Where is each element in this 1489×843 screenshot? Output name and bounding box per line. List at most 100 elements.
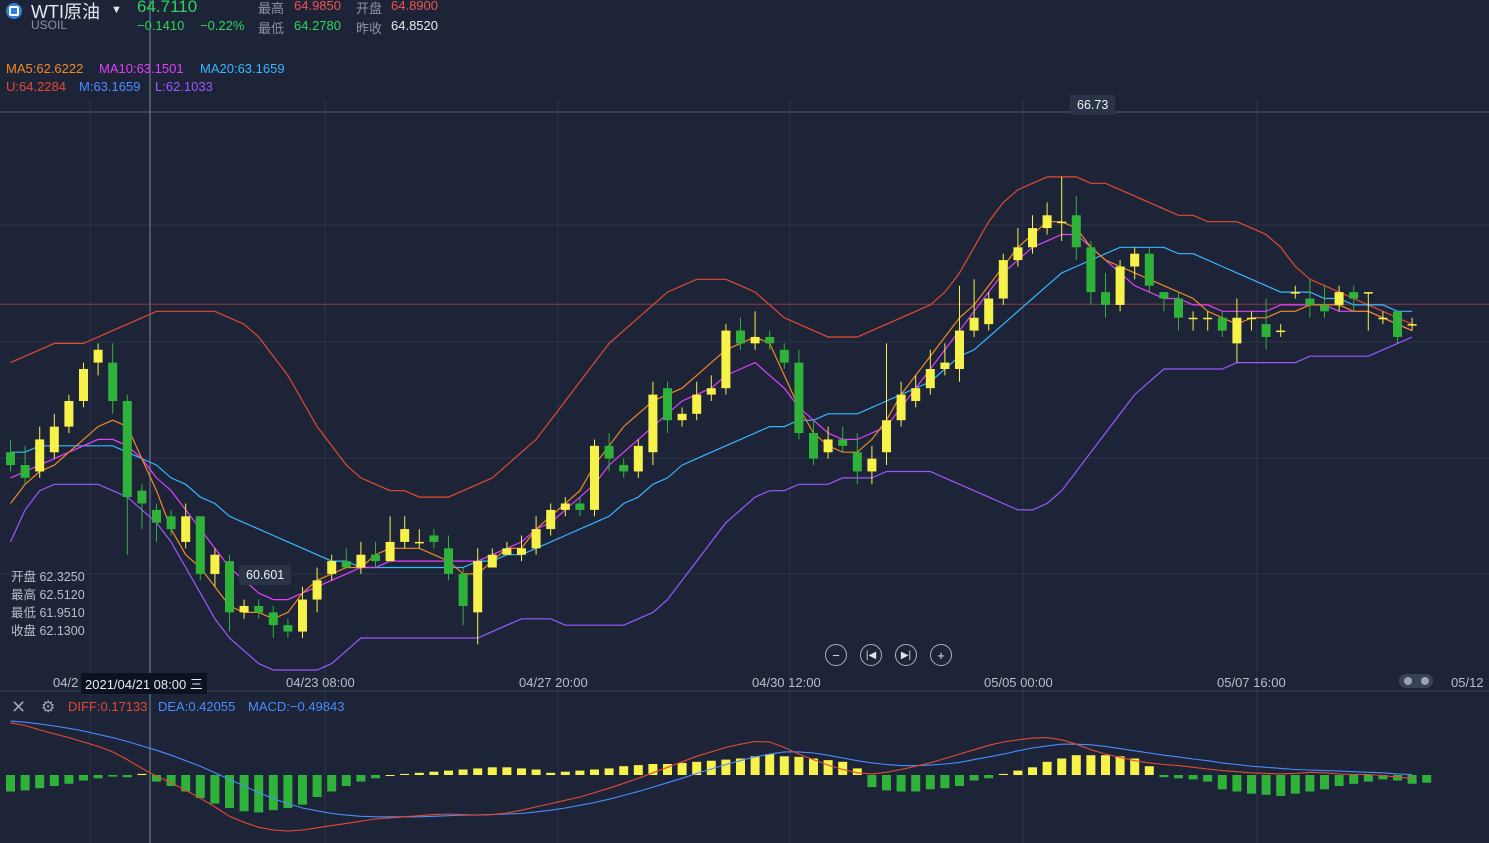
macd-histogram-bar	[49, 775, 59, 786]
macd-diff-legend: DIFF:0.17133	[68, 699, 148, 714]
candle-body	[298, 599, 307, 632]
macd-histogram-bar	[1276, 775, 1286, 796]
chevron-down-icon[interactable]: ▼	[111, 4, 122, 16]
plus-icon: +	[937, 647, 945, 663]
zoom-out-button[interactable]: −	[825, 644, 847, 666]
candle-body	[79, 368, 88, 402]
macd-histogram-bar	[1057, 758, 1067, 775]
macd-histogram-bar	[575, 770, 585, 775]
candle-body	[1144, 253, 1154, 286]
candle-body	[940, 362, 950, 369]
candle-body	[1232, 317, 1242, 344]
candle-body	[531, 529, 541, 549]
macd-histogram-bar	[721, 759, 731, 775]
candle-body	[458, 573, 468, 606]
candle-body	[400, 529, 410, 542]
macd-histogram-bar	[1422, 775, 1432, 783]
macd-histogram-bar	[1290, 775, 1300, 794]
macd-histogram-bar	[604, 768, 614, 775]
candle-body	[1028, 228, 1037, 248]
candle-body	[1276, 330, 1286, 333]
macd-histogram-bar	[1378, 775, 1388, 780]
candle-body	[1290, 292, 1300, 294]
ma20-line	[10, 246, 1413, 569]
candle-body	[1349, 292, 1359, 299]
candle-body	[327, 561, 337, 574]
candle-body	[823, 439, 833, 453]
candle-body	[312, 580, 322, 600]
x-tick-label: 05/07 16:00	[1217, 675, 1286, 690]
candle-body	[998, 260, 1008, 299]
macd-dea-line	[10, 720, 1413, 818]
high-label: 最高	[258, 1, 285, 16]
boll-mid-legend: M:63.1659	[79, 79, 141, 94]
candle-body	[283, 625, 293, 632]
macd-histogram-bar	[35, 775, 45, 789]
view-toggle[interactable]	[1399, 674, 1433, 688]
macd-histogram-bar	[181, 775, 191, 792]
macd-histogram-bar	[1013, 770, 1023, 775]
macd-histogram-bar	[254, 775, 264, 813]
symbol-title[interactable]: WTI原油	[31, 2, 100, 22]
macd-histogram-bar	[1115, 756, 1125, 775]
candle-body	[1261, 324, 1271, 337]
candle-body	[239, 605, 249, 613]
macd-histogram-bar	[1130, 758, 1140, 775]
macd-histogram-bar	[531, 769, 541, 775]
next-button[interactable]: ▶|	[895, 644, 917, 666]
macd-histogram-bar	[925, 775, 935, 790]
macd-histogram-bar	[20, 775, 30, 791]
close-icon[interactable]: ✕	[11, 697, 27, 717]
macd-histogram-bar	[312, 775, 322, 797]
candle-body	[225, 561, 234, 613]
macd-value-legend: MACD:−0.49843	[248, 699, 345, 714]
candle-body	[20, 465, 30, 478]
macd-histogram-bar	[356, 775, 366, 782]
macd-histogram-bar	[692, 761, 702, 775]
candle-body	[371, 554, 380, 562]
macd-histogram-bar	[6, 775, 15, 792]
zoom-in-button[interactable]: +	[930, 644, 952, 666]
candle-body	[604, 445, 614, 459]
candle-body	[809, 433, 818, 459]
candle-body	[560, 503, 570, 510]
candle-body	[736, 330, 745, 344]
macd-histogram-bar	[1334, 775, 1344, 786]
candle-body	[1188, 317, 1198, 320]
macd-histogram-bar	[371, 775, 380, 779]
prev-button[interactable]: |◀	[860, 644, 882, 666]
macd-histogram-bar	[400, 773, 410, 775]
macd-histogram-bar	[1305, 775, 1315, 792]
candle-body	[1407, 324, 1417, 326]
candle-body	[473, 561, 483, 613]
candle-body	[1247, 317, 1256, 320]
macd-histogram-bar	[1071, 755, 1081, 775]
macd-histogram-bar	[560, 771, 570, 775]
candle-body	[166, 516, 176, 530]
candle-body	[1305, 298, 1315, 305]
candle-body	[852, 452, 862, 472]
macd-histogram-bar	[444, 770, 453, 775]
price-change-pct: −0.22%	[200, 18, 245, 33]
candle-body	[546, 509, 556, 530]
macd-histogram-bar	[867, 775, 877, 788]
candle-body	[619, 465, 629, 472]
macd-histogram-bar	[648, 764, 658, 775]
gear-icon[interactable]: ⚙	[41, 699, 56, 716]
macd-histogram-bar	[517, 768, 526, 775]
candle-body	[1363, 292, 1373, 294]
candle-body	[137, 490, 147, 504]
macd-histogram-bar	[736, 758, 745, 775]
candle-body	[633, 445, 643, 472]
candle-body	[108, 362, 118, 402]
macd-histogram-bar	[1159, 775, 1169, 778]
boll-lower-line	[9, 336, 1413, 671]
candle-body	[692, 394, 702, 414]
x-tick-label: 05/05 00:00	[984, 675, 1053, 690]
candle-body	[49, 426, 59, 453]
low-label: 最低	[258, 21, 285, 36]
macd-histogram-bar	[663, 764, 672, 775]
macd-histogram-bar	[779, 756, 789, 775]
candle-body	[911, 388, 921, 402]
